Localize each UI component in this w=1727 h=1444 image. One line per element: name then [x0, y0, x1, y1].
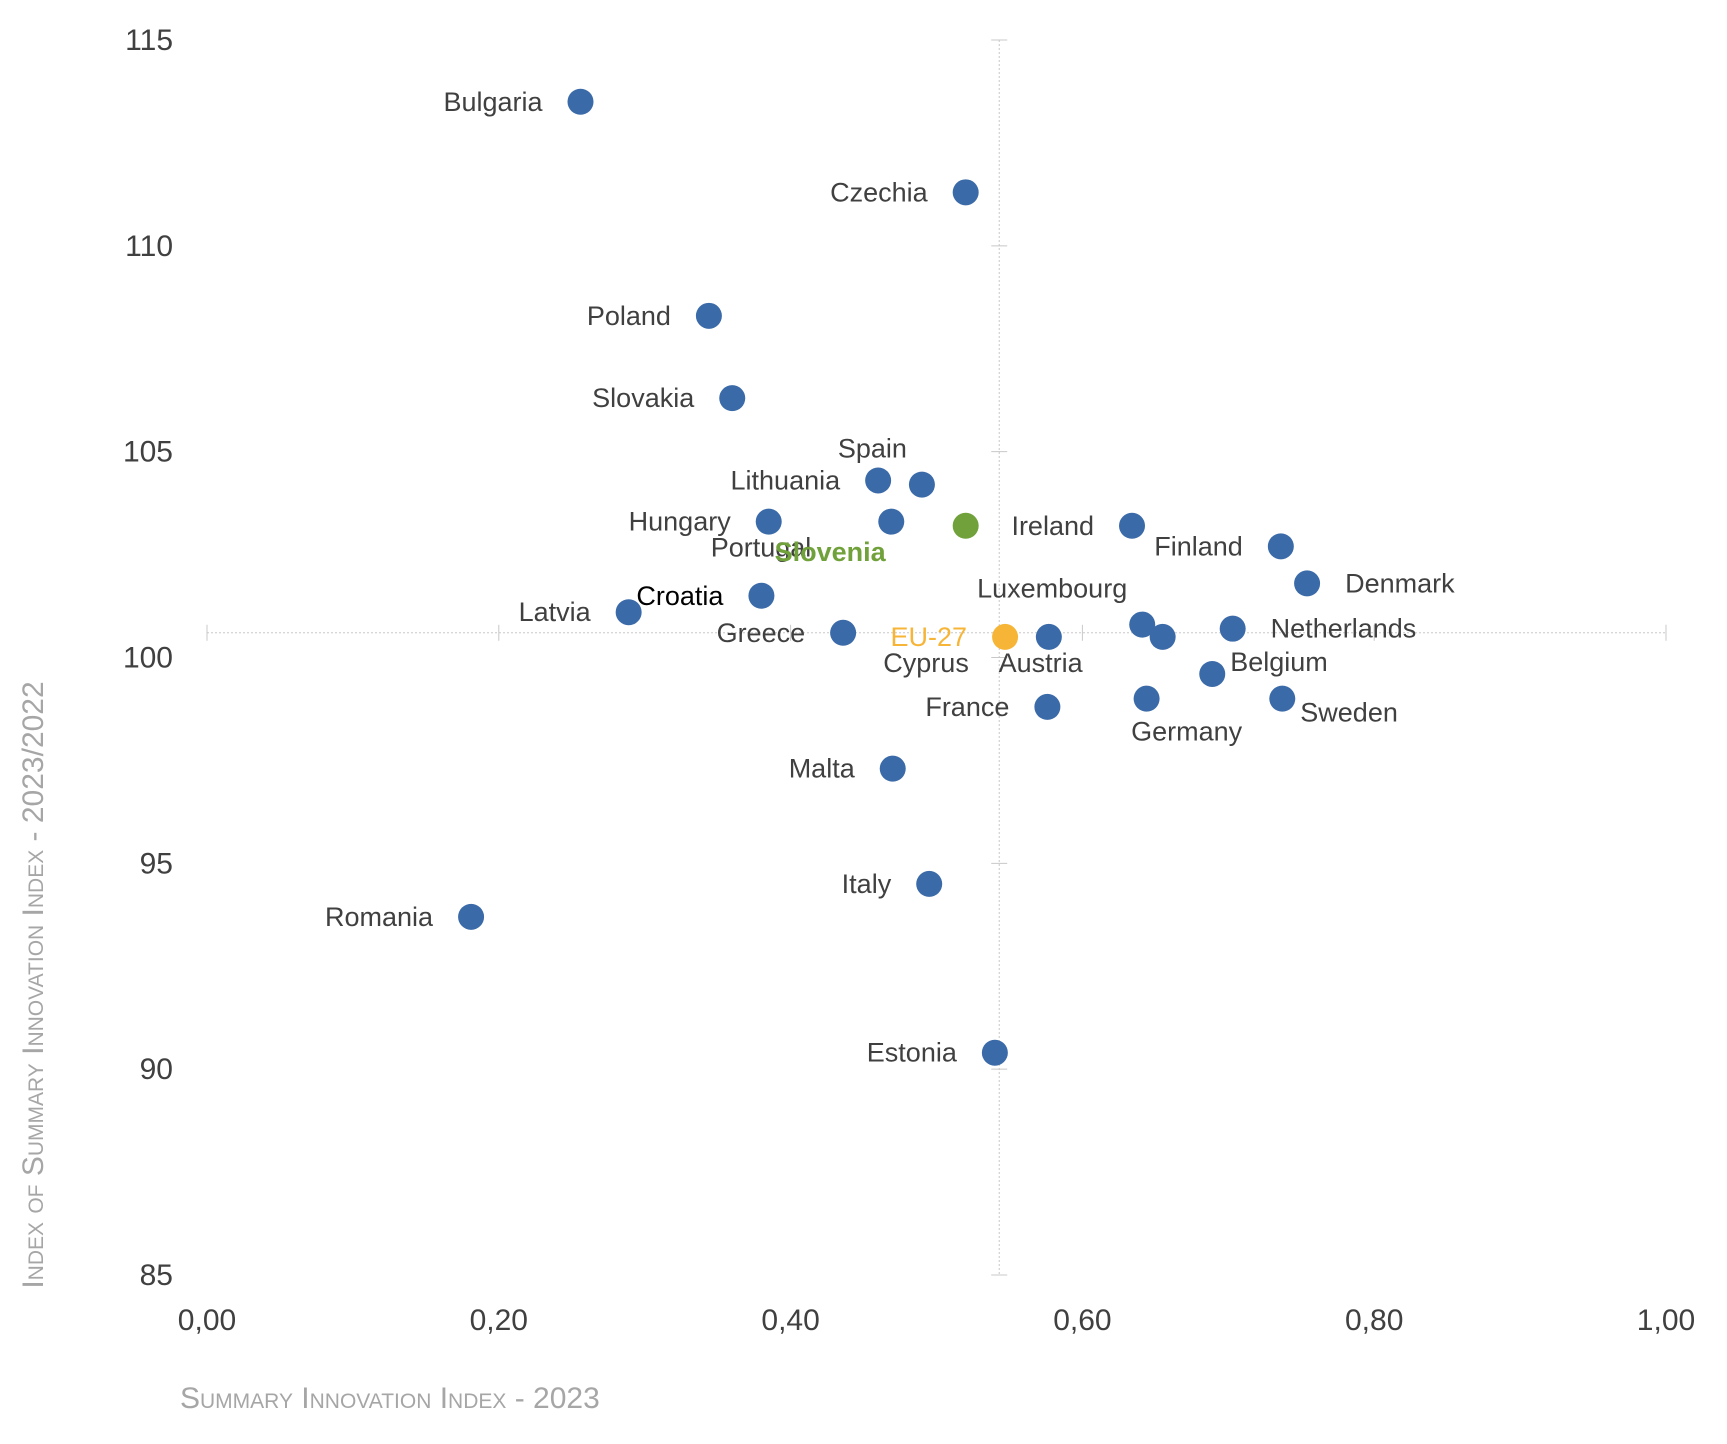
label-slovakia: Slovakia — [592, 383, 695, 413]
label-croatia: Croatia — [636, 581, 724, 611]
label-netherlands: Netherlands — [1271, 614, 1417, 644]
point-hungary — [755, 508, 782, 535]
point-spain — [908, 471, 935, 498]
x-tick-label: 1,00 — [1637, 1304, 1695, 1337]
point-labels: Bulgaria Czechia Poland Slovakia SpainLithua… — [325, 87, 1455, 1068]
point-denmark — [1294, 570, 1321, 597]
point-slovenia — [952, 512, 979, 539]
label-malta: Malta — [789, 754, 856, 784]
label-denmark: Denmark — [1345, 568, 1455, 598]
point-italy — [916, 870, 943, 897]
point-sweden — [1269, 685, 1296, 712]
label-ireland: Ireland — [1011, 511, 1094, 541]
axis-titles: Summary Innovation Index - 2023 Index of … — [17, 681, 600, 1415]
y-tick-label: 90 — [140, 1053, 173, 1086]
point-lithuania — [865, 467, 892, 494]
point-croatia — [748, 582, 775, 609]
axis-crosshair — [206, 39, 1667, 1276]
label-sweden: Sweden — [1300, 698, 1398, 728]
x-tick-labels: 0,00 0,20 0,40 0,60 0,80 1,00 — [178, 1304, 1695, 1337]
point-poland — [695, 302, 722, 329]
y-axis-title: Index of Summary Innovation Index - 2023… — [17, 681, 50, 1288]
point-estonia — [981, 1039, 1008, 1066]
point-luxembourg — [1129, 611, 1156, 638]
label-spain: Spain — [838, 434, 907, 464]
y-tick-label: 100 — [123, 642, 173, 675]
label-lithuania: Lithuania — [731, 465, 842, 495]
point-eu-27 — [992, 623, 1019, 650]
y-tick-label: 115 — [125, 24, 173, 57]
label-luxembourg: Luxembourg — [977, 574, 1127, 604]
label-latvia: Latvia — [519, 597, 592, 627]
point-malta — [879, 755, 906, 782]
label-austria: Austria — [999, 648, 1084, 678]
x-tick-label: 0,80 — [1345, 1304, 1403, 1337]
y-tick-label: 85 — [140, 1259, 173, 1292]
point-portugal — [878, 508, 905, 535]
label-finland: Finland — [1154, 531, 1243, 561]
point-romania — [458, 903, 485, 930]
label-germany: Germany — [1131, 717, 1243, 747]
label-portugal: Portugal — [711, 533, 812, 563]
label-belgium: Belgium — [1230, 647, 1328, 677]
point-netherlands — [1219, 615, 1246, 642]
point-greece — [830, 619, 857, 646]
x-tick-label: 0,00 — [178, 1304, 236, 1337]
y-tick-label: 105 — [123, 436, 173, 469]
label-hungary: Hungary — [629, 507, 732, 537]
label-france: France — [925, 692, 1009, 722]
point-slovakia — [719, 385, 746, 412]
x-tick-label: 0,60 — [1053, 1304, 1111, 1337]
label-poland: Poland — [587, 301, 671, 331]
y-tick-label: 95 — [140, 847, 173, 880]
label-czechia: Czechia — [830, 177, 929, 207]
label-cyprus: Cyprus — [883, 648, 969, 678]
point-ireland — [1119, 512, 1146, 539]
point-cyprus — [1035, 623, 1062, 650]
data-points — [458, 88, 1321, 1066]
label-slovenia: Slovenia — [775, 537, 887, 567]
label-romania: Romania — [325, 902, 434, 932]
x-axis-title: Summary Innovation Index - 2023 — [180, 1382, 600, 1415]
point-czechia — [952, 179, 979, 206]
label-italy: Italy — [842, 869, 892, 899]
label-estonia: Estonia — [867, 1038, 958, 1068]
x-tick-label: 0,20 — [470, 1304, 528, 1337]
point-bulgaria — [567, 88, 594, 115]
point-latvia — [615, 599, 642, 626]
point-france — [1034, 693, 1061, 720]
y-tick-labels: 85 90 95 100 105 110 115 — [123, 24, 173, 1292]
label-greece: Greece — [717, 618, 806, 648]
label-bulgaria: Bulgaria — [443, 87, 543, 117]
point-belgium — [1199, 660, 1226, 687]
point-austria — [1149, 623, 1176, 650]
y-tick-label: 110 — [125, 230, 173, 263]
x-tick-label: 0,40 — [761, 1304, 819, 1337]
label-eu-27: EU-27 — [891, 622, 968, 652]
point-finland — [1267, 533, 1294, 560]
point-germany — [1133, 685, 1160, 712]
